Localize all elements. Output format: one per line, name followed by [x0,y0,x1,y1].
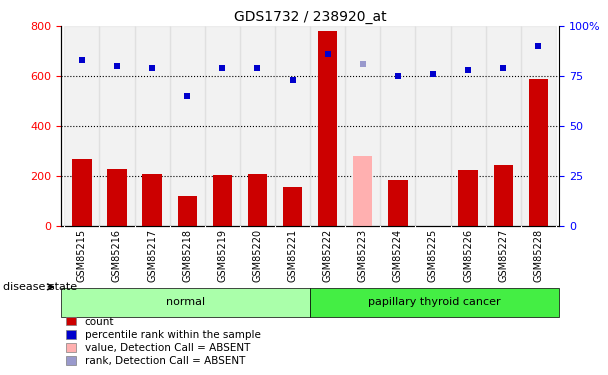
Bar [275,26,310,226]
Text: normal: normal [166,297,205,307]
Bar [318,31,337,226]
Title: GDS1732 / 238920_at: GDS1732 / 238920_at [233,10,387,24]
Bar [415,26,451,226]
Bar [310,26,345,226]
Text: GSM85217: GSM85217 [147,229,157,282]
Bar [345,26,380,226]
Bar [451,26,486,226]
Text: GSM85219: GSM85219 [217,229,227,282]
Bar [142,174,162,226]
Text: GSM85227: GSM85227 [498,229,508,282]
Bar [108,169,126,226]
Text: GSM85226: GSM85226 [463,229,473,282]
Bar [494,165,513,226]
Bar [520,26,556,226]
Bar [170,26,205,226]
Bar [61,288,310,317]
Bar [380,26,415,226]
Text: papillary thyroid cancer: papillary thyroid cancer [368,297,501,307]
Text: GSM85215: GSM85215 [77,229,87,282]
Text: disease state: disease state [3,282,77,292]
Text: GSM85222: GSM85222 [323,229,333,282]
Bar [100,26,134,226]
Text: GSM85224: GSM85224 [393,229,403,282]
Bar [283,187,302,226]
Text: GSM85221: GSM85221 [288,229,297,282]
Bar [458,170,478,226]
Legend: count, percentile rank within the sample, value, Detection Call = ABSENT, rank, : count, percentile rank within the sample… [66,316,261,366]
Text: GSM85225: GSM85225 [428,229,438,282]
Bar [72,159,92,226]
Bar [134,26,170,226]
Text: GSM85216: GSM85216 [112,229,122,282]
Bar [248,174,267,226]
Bar [388,180,407,226]
Bar [213,175,232,226]
Bar [486,26,520,226]
Bar [178,196,197,226]
Text: GSM85223: GSM85223 [358,229,368,282]
Text: GSM85218: GSM85218 [182,229,192,282]
Bar [205,26,240,226]
Text: GSM85228: GSM85228 [533,229,544,282]
Bar [353,156,372,226]
Text: GSM85220: GSM85220 [252,229,263,282]
Bar [240,26,275,226]
Bar [528,79,548,226]
Bar [64,26,100,226]
Bar [310,288,559,317]
